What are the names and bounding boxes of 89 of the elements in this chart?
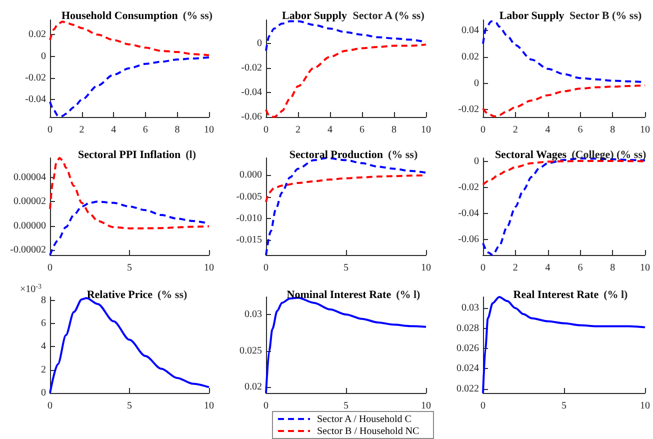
y-tick-label: 0 [257,38,262,49]
line-series [49,20,210,56]
x-tick-label: 10 [204,262,214,274]
chart-subtitle: (% ss) [388,149,418,161]
y-tick-label: 0.028 [456,322,479,334]
y-tick-label: 0.025 [240,345,262,356]
y-tick-label: 0.00004 [14,172,46,183]
y-tick-label: -0.00002 [10,244,46,256]
y-tick-label: -0.005 [236,191,262,202]
chart-subtitle: (% ss) [182,10,213,22]
x-tick-label: 6 [578,124,583,136]
y-tick-label: 6 [41,318,46,330]
x-tick-label: 6 [142,124,148,136]
legend-label: Sector B / Household NC [317,426,420,436]
y-tick-label: -0.02 [458,182,479,193]
x-tick-label: 6 [578,262,583,274]
x-tick-label: 10 [640,124,650,136]
x-tick-label: 4 [545,124,550,136]
x-tick-label: 5 [127,262,132,274]
y-tick-label: -0.06 [458,234,479,245]
y-tick-label: -0.010 [236,212,262,224]
y-tick-label: 0.000 [240,170,262,181]
chart-title: Labor Supply [499,10,565,22]
chart-subtitle: Sector B (% ss) [569,10,642,22]
chart-subtitle: (l) [186,149,196,161]
x-tick-label: 10 [204,124,214,136]
y-tick-label: 4 [41,341,46,352]
x-tick-label: 8 [610,262,616,274]
chart-title: Sectoral Production [289,149,383,161]
x-tick-label: 2 [296,124,300,136]
y-tick-label: -0.02 [25,72,46,84]
x-tick-label: 8 [392,124,396,136]
y-tick-label: -0.02 [458,104,479,116]
y-tick-label: -0.015 [236,234,262,246]
x-tick-label: 5 [344,400,348,412]
y-tick-label: 0.00000 [14,220,46,232]
chart-subtitle: Sector A (% ss) [352,10,425,22]
x-tick-label: 6 [360,124,364,136]
x-tick-label: 10 [204,400,214,412]
legend-label: Sector A / Household C [317,414,412,424]
chart-subtitle: (College) (% ss) [572,149,646,161]
chart-subtitle: (% l) [396,289,421,301]
x-tick-label: 5 [562,400,566,412]
y-tick-label: 0.024 [456,363,479,374]
y-tick-label: 0.022 [456,383,479,394]
y-tick-label: 0.03 [244,308,262,320]
chart-subtitle: (% ss) [158,289,188,301]
x-tick-label: 4 [545,262,550,274]
x-tick-label: 2 [512,124,518,136]
y-tick-label: -0.04 [25,94,46,106]
chart-title: Relative Price [86,289,153,301]
y-tick-label: 0.03 [462,302,479,314]
y-tick-label: 0 [41,388,46,398]
x-tick-label: 10 [421,124,431,136]
y-tick-label: 0 [474,156,479,167]
chart-title: Real Interest Rate [513,289,599,301]
y-tick-label: 8 [41,294,46,306]
x-tick-label: 5 [344,262,348,274]
y-tick-label: -0.04 [458,208,479,219]
x-tick-label: 10 [421,262,431,274]
chart-title: Nominal Interest Rate [286,289,392,301]
y-tick-label: -0.02 [241,62,262,74]
y-tick-label: 0.02 [28,29,46,40]
x-tick-label: 8 [174,124,180,136]
y-tick-label: 0 [41,50,46,62]
y-tick-label: 2 [41,364,46,376]
y-tick-label: 0.00002 [14,196,46,208]
y-tick-label: 0.04 [462,25,479,36]
x-tick-label: 4 [328,124,332,136]
y-tick-label: -0.06 [241,112,262,122]
chart-title: Labor Supply [282,10,348,22]
y-tick-label: 0.026 [456,343,479,354]
y-tick-label: 0.02 [244,382,262,393]
chart-title: Sectoral PPI Inflation [78,149,181,161]
y-tick-label: 0.02 [462,51,479,62]
x-tick-label: 2 [512,262,518,274]
x-tick-label: 8 [610,124,616,136]
chart-title: Sectoral Wages [494,149,568,161]
chart-title: Household Consumption [61,10,178,22]
x-tick-label: 10 [640,400,650,412]
y-tick-label: 0 [474,78,479,89]
x-tick-label: 10 [640,262,650,274]
y-tick-label: -0.04 [241,86,262,98]
x-tick-label: 5 [127,400,132,412]
x-tick-label: 2 [79,124,84,136]
x-tick-label: 10 [421,400,431,412]
x-tick-label: 4 [111,124,116,136]
line-series [482,160,646,186]
chart-subtitle: (% l) [604,289,628,301]
